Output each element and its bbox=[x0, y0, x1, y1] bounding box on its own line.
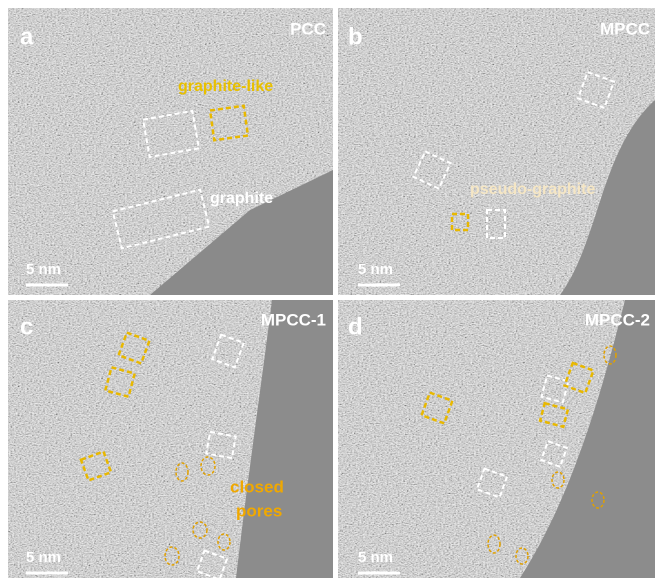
panel-a: a PCC graphite-like graphite 5 nm bbox=[8, 8, 333, 295]
figure: a PCC graphite-like graphite 5 nm b MPCC… bbox=[0, 0, 662, 581]
scale-bar-label: 5 nm bbox=[26, 549, 61, 566]
panel-label: c bbox=[20, 313, 33, 340]
panel-b: b MPCC pseudo-graphite 5 nm bbox=[338, 8, 655, 295]
panel-label: a bbox=[20, 23, 34, 50]
annotation: graphite-like bbox=[178, 78, 273, 95]
panel-title: PCC bbox=[290, 19, 326, 38]
annotation: pores bbox=[236, 501, 282, 520]
panel-title: MPCC bbox=[600, 19, 650, 38]
panel-d: d MPCC-2 5 nm bbox=[338, 300, 655, 578]
annotation: closed bbox=[230, 477, 284, 496]
panel-title: MPCC-2 bbox=[585, 310, 650, 329]
panel-label: d bbox=[348, 313, 363, 340]
scale-bar-label: 5 nm bbox=[358, 549, 393, 566]
scale-bar-label: 5 nm bbox=[358, 261, 393, 278]
annotation: graphite bbox=[210, 190, 273, 207]
annotation: pseudo-graphite bbox=[470, 181, 595, 198]
panel-c: c MPCC-1 closed pores 5 nm bbox=[8, 300, 333, 579]
panel-title: MPCC-1 bbox=[261, 310, 326, 329]
panel-label: b bbox=[348, 23, 363, 50]
scale-bar-label: 5 nm bbox=[26, 261, 61, 278]
